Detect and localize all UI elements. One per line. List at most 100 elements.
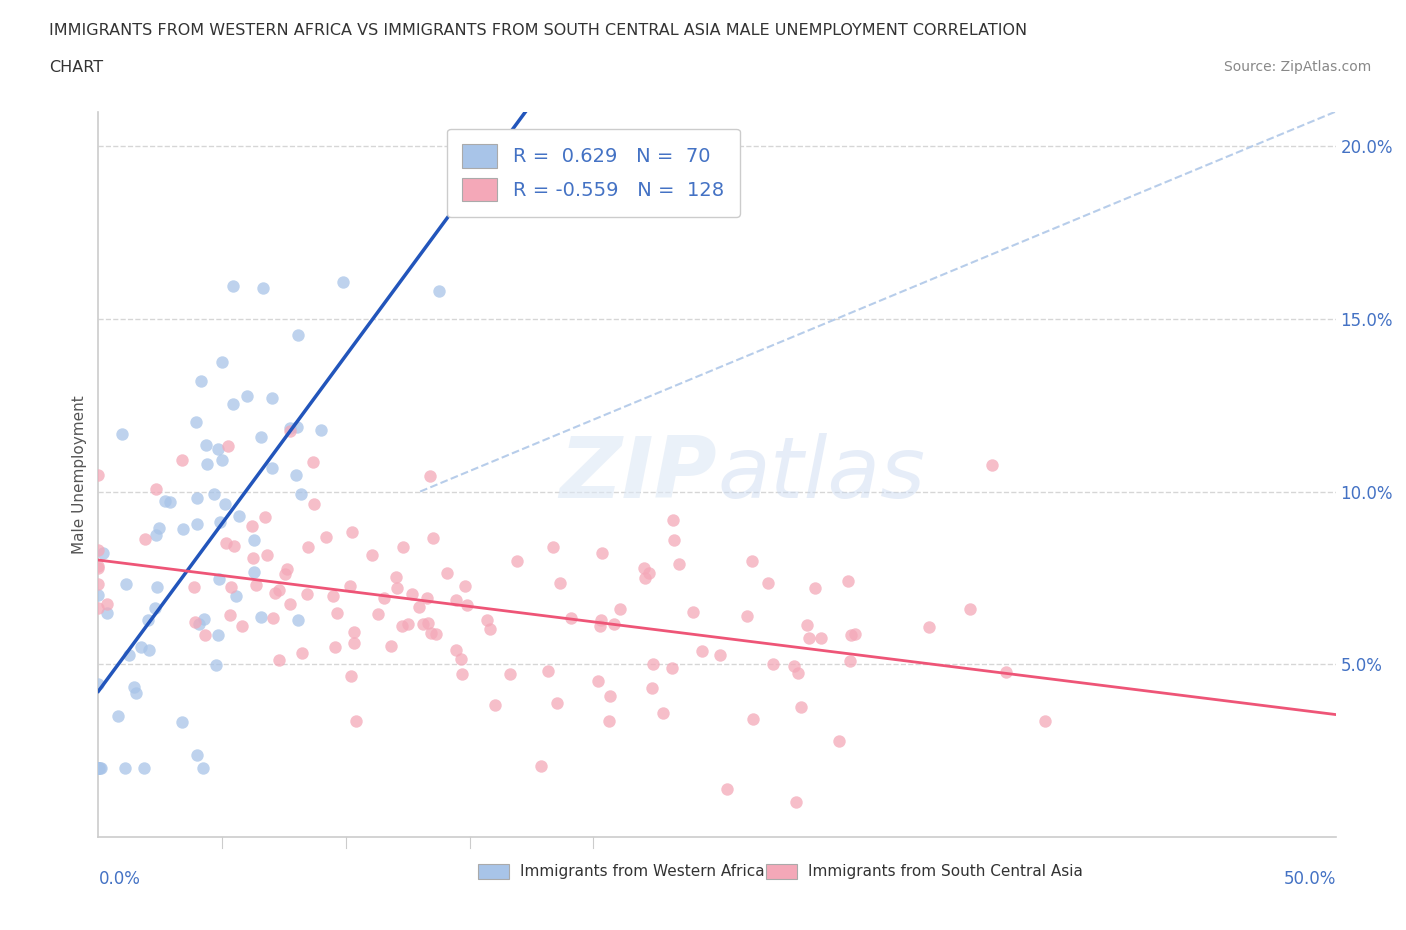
Point — [222, 538, 245, 553]
Point — [609, 602, 631, 617]
Point — [392, 539, 415, 554]
Point — [221, 579, 243, 594]
Text: IMMIGRANTS FROM WESTERN AFRICA VS IMMIGRANTS FROM SOUTH CENTRAL ASIA MALE UNEMPL: IMMIGRANTS FROM WESTERN AFRICA VS IMMIGR… — [49, 23, 1028, 38]
Point — [243, 565, 266, 579]
Point — [295, 587, 318, 602]
Legend: R =  0.629   N =  70, R = -0.559   N =  128: R = 0.629 N = 70, R = -0.559 N = 128 — [447, 128, 740, 217]
Point — [208, 572, 231, 587]
Point — [420, 626, 443, 641]
Point — [107, 709, 129, 724]
Point — [87, 676, 110, 691]
Point — [475, 613, 498, 628]
Point — [195, 437, 218, 452]
Point — [340, 525, 363, 539]
Point — [484, 698, 506, 712]
Text: 0.0%: 0.0% — [98, 870, 141, 887]
Point — [541, 539, 564, 554]
Point — [274, 567, 297, 582]
Point — [96, 605, 118, 620]
Point — [589, 613, 612, 628]
Point — [588, 674, 610, 689]
Point — [633, 561, 655, 576]
Point — [207, 628, 229, 643]
Point — [228, 509, 250, 524]
Point — [790, 699, 813, 714]
Point — [278, 423, 301, 438]
Point — [332, 274, 354, 289]
Point — [262, 460, 284, 475]
Point — [191, 761, 214, 776]
Point — [599, 688, 621, 703]
Point — [287, 613, 309, 628]
Point — [450, 666, 472, 681]
Point — [89, 761, 111, 776]
Point — [762, 657, 785, 671]
Point — [546, 696, 568, 711]
Point — [280, 596, 302, 611]
Point — [634, 570, 657, 585]
Point — [391, 618, 413, 633]
Text: Source: ZipAtlas.com: Source: ZipAtlas.com — [1223, 60, 1371, 74]
Point — [236, 389, 259, 404]
Text: 50.0%: 50.0% — [1284, 870, 1336, 887]
Point — [145, 527, 167, 542]
Point — [240, 518, 263, 533]
Point — [737, 608, 759, 623]
Point — [690, 644, 713, 658]
Point — [145, 481, 167, 496]
Point — [603, 617, 626, 631]
Point — [340, 669, 363, 684]
Point — [640, 680, 662, 695]
Point — [183, 579, 205, 594]
Point — [344, 713, 367, 728]
Point — [959, 602, 981, 617]
Point — [276, 562, 298, 577]
Point — [252, 280, 274, 295]
Point — [401, 586, 423, 601]
Point — [134, 532, 156, 547]
Point — [796, 618, 818, 632]
Point — [682, 604, 704, 619]
Point — [285, 420, 308, 435]
Point — [202, 486, 225, 501]
Point — [183, 614, 205, 629]
Point — [315, 529, 337, 544]
Point — [269, 652, 291, 667]
Point — [172, 452, 194, 467]
Point — [114, 761, 136, 776]
Point — [422, 530, 444, 545]
Point — [115, 577, 138, 591]
Point — [591, 546, 613, 561]
Point — [184, 415, 207, 430]
Point — [134, 761, 156, 776]
Point — [195, 457, 218, 472]
Point — [322, 589, 344, 604]
Point — [343, 624, 366, 639]
Point — [643, 658, 665, 672]
Point — [783, 658, 806, 673]
Point — [436, 565, 458, 580]
Point — [287, 327, 309, 342]
Point — [506, 553, 529, 568]
Point — [242, 532, 264, 547]
Point — [668, 556, 690, 571]
Point — [211, 453, 233, 468]
Point — [138, 613, 160, 628]
Point — [215, 536, 238, 551]
Point — [716, 781, 738, 796]
Point — [222, 279, 245, 294]
Point — [343, 635, 366, 650]
Point — [207, 442, 229, 457]
Point — [250, 610, 273, 625]
Point — [87, 601, 110, 616]
Point — [242, 551, 264, 565]
Point — [262, 610, 284, 625]
Point — [638, 566, 661, 581]
Point — [418, 616, 440, 631]
Point — [87, 468, 110, 483]
Point — [839, 628, 862, 643]
Point — [249, 430, 271, 445]
Point — [387, 580, 409, 595]
Point — [361, 548, 384, 563]
Point — [87, 761, 110, 776]
